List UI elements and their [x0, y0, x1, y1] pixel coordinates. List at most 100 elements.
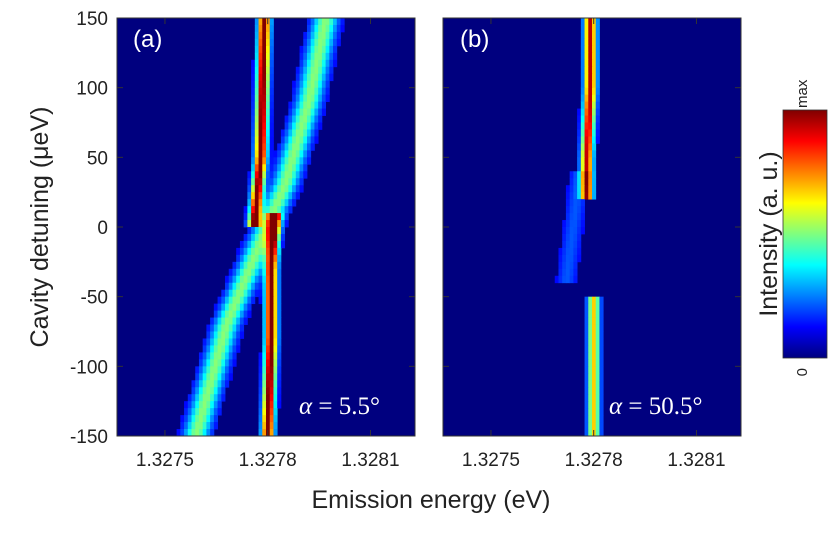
- panel-a-annotation-value: = 5.5°: [312, 393, 380, 420]
- heatmap-cell: [277, 268, 282, 277]
- heatmap-cell: [277, 373, 282, 381]
- heatmap-cell: [273, 192, 278, 200]
- heatmap-cell: [299, 122, 304, 130]
- heatmap-cell: [184, 401, 189, 409]
- heatmap-cell: [258, 373, 263, 381]
- heatmap-cell: [336, 18, 341, 26]
- heatmap-cell: [273, 380, 278, 388]
- heatmap-cell: [202, 401, 207, 409]
- heatmap-cell: [217, 394, 222, 402]
- heatmap-cell: [273, 359, 278, 367]
- heatmap-cell: [280, 157, 286, 165]
- heatmap-cell: [266, 415, 271, 423]
- heatmap-cell: [314, 122, 319, 130]
- colorbar-min-label: 0: [794, 368, 811, 376]
- heatmap-cell: [254, 94, 259, 102]
- heatmap-cell: [262, 87, 267, 96]
- heatmap-cell: [262, 101, 267, 109]
- heatmap-cell: [592, 87, 597, 96]
- heatmap-cell: [247, 296, 252, 305]
- heatmap-cell: [273, 317, 278, 325]
- heatmap-cell: [206, 394, 211, 402]
- heatmap-cell: [292, 171, 297, 179]
- heatmap-cell: [269, 185, 274, 193]
- heatmap-cell: [595, 401, 600, 409]
- heatmap-cell: [584, 345, 589, 353]
- heatmap-cell: [295, 164, 300, 172]
- heatmap-cell: [269, 87, 274, 96]
- heatmap-cell: [558, 268, 563, 277]
- heatmap-cell: [599, 380, 604, 388]
- heatmap-cell: [595, 129, 600, 137]
- heatmap-cell: [258, 115, 263, 123]
- heatmap-cell: [321, 101, 327, 109]
- heatmap-cell: [303, 143, 308, 151]
- heatmap-cell: [269, 122, 274, 130]
- heatmap-cell: [314, 31, 319, 40]
- heatmap-cell: [292, 108, 297, 116]
- heatmap-cell: [258, 366, 263, 374]
- heatmap-cell: [198, 380, 204, 388]
- heatmap-cell: [213, 415, 218, 423]
- heatmap-cell: [198, 415, 204, 423]
- heatmap-cell: [277, 164, 282, 172]
- panel-a: 1.3275 1.3278 1.3281 (a) α = 5.5°: [116, 17, 416, 471]
- heatmap-cell: [266, 101, 271, 109]
- colorbar-gradient: [782, 109, 828, 359]
- heatmap-cell: [588, 115, 593, 123]
- heatmap-cell: [198, 429, 204, 436]
- heatmap-cell: [592, 24, 597, 33]
- heatmap-cell: [266, 192, 271, 200]
- heatmap-cell: [258, 66, 263, 75]
- heatmap-cell: [266, 199, 271, 207]
- heatmap-cell: [288, 178, 293, 186]
- heatmap-cell: [588, 359, 593, 367]
- heatmap-cell: [191, 380, 196, 388]
- heatmap-cell: [266, 275, 271, 284]
- heatmap-cell: [292, 101, 297, 109]
- heatmap-cell: [269, 282, 274, 291]
- heatmap-cell: [210, 331, 215, 339]
- heatmap-cell: [206, 380, 211, 388]
- heatmap-cell: [213, 373, 218, 381]
- heatmap-cell: [577, 108, 582, 116]
- heatmap-cell: [232, 359, 237, 367]
- heatmap-cell: [288, 164, 293, 172]
- heatmap-cell: [269, 401, 274, 409]
- heatmap-cell: [258, 185, 263, 193]
- heatmap-cell: [306, 143, 312, 151]
- heatmap-cell: [217, 317, 222, 325]
- heatmap-cell: [588, 122, 593, 130]
- heatmap-cell: [565, 213, 571, 221]
- heatmap-cell: [247, 240, 252, 249]
- heatmap-cell: [288, 206, 293, 214]
- heatmap-cell: [243, 220, 248, 228]
- heatmap-cell: [213, 408, 218, 416]
- heatmap-cell: [254, 143, 259, 151]
- heatmap-cell: [273, 171, 278, 179]
- y-tick-label: 0: [97, 218, 108, 239]
- heatmap-cell: [210, 359, 215, 367]
- heatmap-cell: [269, 80, 274, 89]
- heatmap-cell: [262, 317, 267, 325]
- panel-b-label: (b): [460, 26, 489, 53]
- heatmap-cell: [577, 233, 582, 242]
- heatmap-cell: [254, 115, 259, 123]
- heatmap-cell: [580, 73, 585, 82]
- heatmap-cell: [573, 254, 578, 263]
- heatmap-cell: [280, 185, 286, 193]
- heatmap-cell: [210, 324, 215, 332]
- heatmap-cell: [595, 18, 600, 26]
- heatmap-cell: [251, 192, 256, 200]
- heatmap-cell: [292, 143, 297, 151]
- heatmap-cell: [258, 220, 263, 228]
- colorbar: Intensity (a. u.) max 0: [755, 79, 828, 376]
- heatmap-cell: [588, 38, 593, 47]
- heatmap-cell: [321, 38, 327, 47]
- heatmap-cell: [269, 171, 274, 179]
- heatmap-cell: [251, 73, 256, 82]
- heatmap-cell: [206, 422, 211, 430]
- heatmap-cell: [588, 387, 593, 395]
- heatmap-cell: [580, 185, 585, 193]
